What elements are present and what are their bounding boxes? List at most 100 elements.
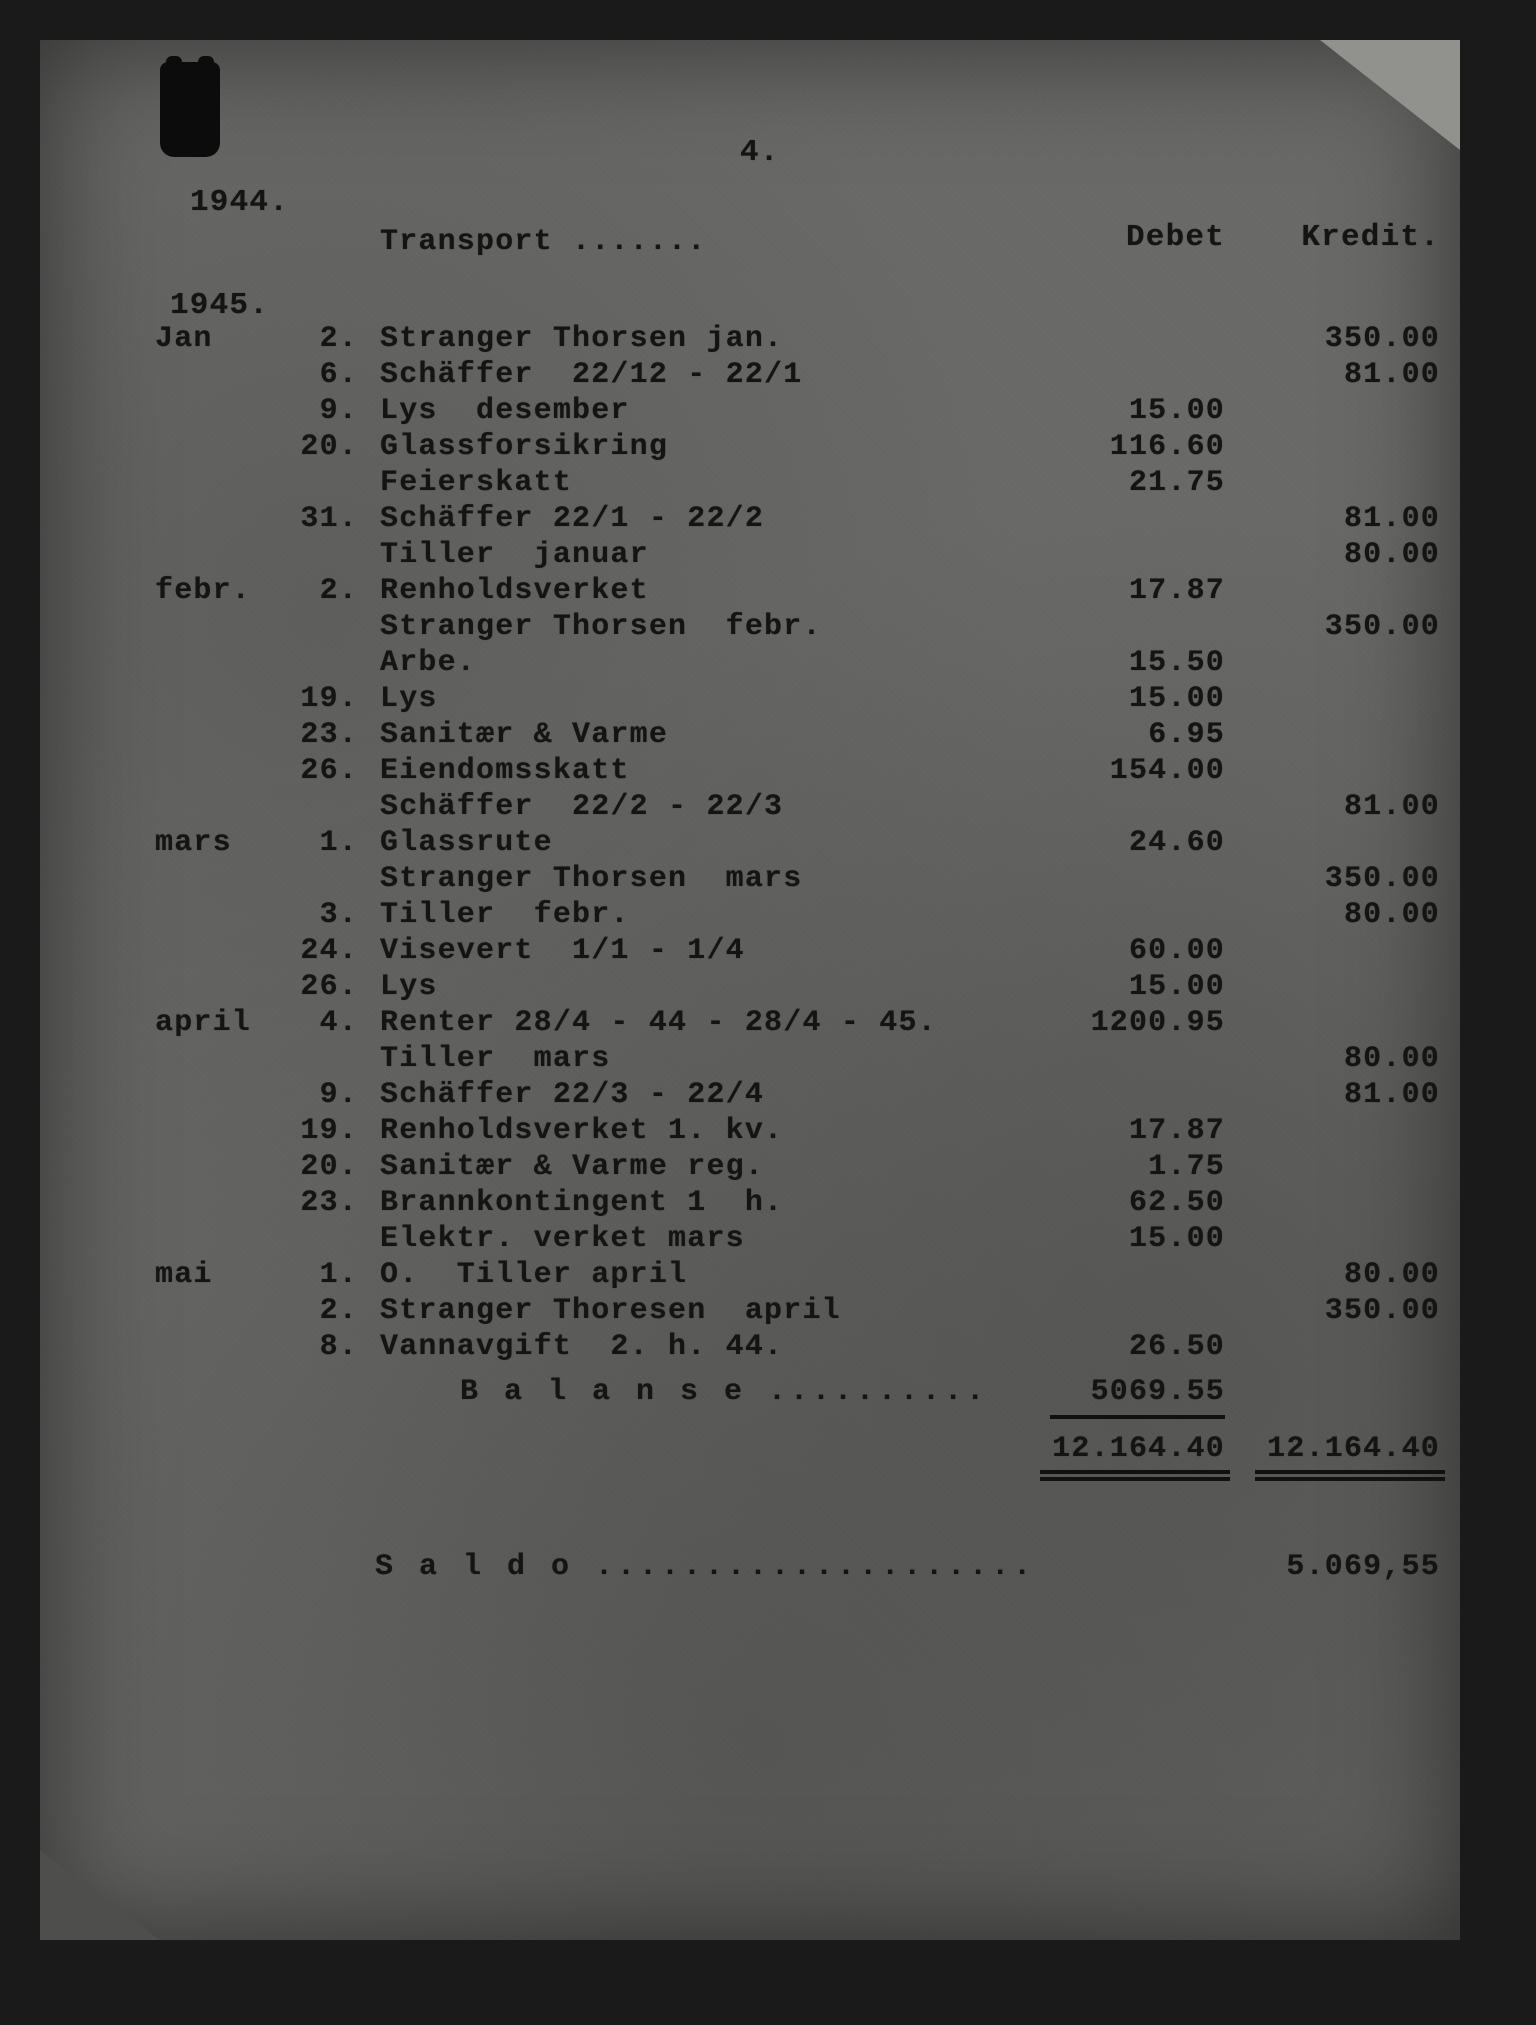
rule-total-kredit [1255, 1470, 1445, 1474]
entry-description: Sanitær & Varme reg. [380, 1150, 764, 1184]
balance-debet: 5069.55 [1045, 1375, 1225, 1409]
day-number: 9. [298, 1078, 358, 1112]
entry-description: Tiller mars [380, 1042, 610, 1076]
entry-description: Tiller febr. [380, 898, 630, 932]
entry-description: Sanitær & Varme [380, 718, 668, 752]
month-label: april [155, 1006, 251, 1040]
kredit-amount: 80.00 [1260, 898, 1440, 932]
page-number: 4. [740, 135, 780, 170]
day-number: 23. [298, 718, 358, 752]
kredit-amount: 350.00 [1260, 322, 1440, 356]
entry-description: Arbe. [380, 646, 476, 680]
day-number: 4. [298, 1006, 358, 1040]
month-label: febr. [155, 574, 251, 608]
day-number: 23. [298, 1186, 358, 1220]
debet-amount: 60.00 [1045, 934, 1225, 968]
day-number: 19. [298, 1114, 358, 1148]
debet-amount: 15.00 [1045, 394, 1225, 428]
rule-balance-debet [1050, 1415, 1225, 1419]
day-number: 6. [298, 358, 358, 392]
day-number: 19. [298, 682, 358, 716]
debet-amount: 15.00 [1045, 970, 1225, 1004]
entry-description: Brannkontingent 1 h. [380, 1186, 783, 1220]
debet-amount: 6.95 [1045, 718, 1225, 752]
entry-description: Lys [380, 970, 438, 1004]
entry-description: Elektr. verket mars [380, 1222, 745, 1256]
day-number: 3. [298, 898, 358, 932]
debet-amount: 21.75 [1045, 466, 1225, 500]
entry-description: Vannavgift 2. h. 44. [380, 1330, 783, 1364]
entry-description: Schäffer 22/2 - 22/3 [380, 790, 783, 824]
day-number: 2. [298, 1294, 358, 1328]
entry-description: Lys desember [380, 394, 630, 428]
kredit-amount: 80.00 [1260, 538, 1440, 572]
month-label: mai [155, 1258, 213, 1292]
scanned-page: 4. 1944. Debet Kredit. Transport .......… [40, 40, 1460, 1940]
kredit-amount: 81.00 [1260, 1078, 1440, 1112]
entry-description: O. Tiller april [380, 1258, 687, 1292]
month-label: mars [155, 826, 232, 860]
day-number: 9. [298, 394, 358, 428]
kredit-amount: 350.00 [1260, 862, 1440, 896]
day-number: 1. [298, 826, 358, 860]
debet-amount: 15.00 [1045, 1222, 1225, 1256]
entry-description: Glassrute [380, 826, 553, 860]
debet-amount: 17.87 [1045, 574, 1225, 608]
month-label: Jan [155, 322, 213, 356]
dog-ear-top-right [1320, 40, 1460, 150]
day-number: 8. [298, 1330, 358, 1364]
debet-amount: 17.87 [1045, 1114, 1225, 1148]
entry-description: Schäffer 22/3 - 22/4 [380, 1078, 764, 1112]
day-number: 31. [298, 502, 358, 536]
total-kredit: 12.164.40 [1260, 1432, 1440, 1466]
day-number: 26. [298, 754, 358, 788]
transport-label: Transport ....... [380, 225, 706, 259]
day-number: 2. [298, 322, 358, 356]
kredit-amount: 81.00 [1260, 790, 1440, 824]
entry-description: Renter 28/4 - 44 - 28/4 - 45. [380, 1006, 937, 1040]
entry-description: Stranger Thoresen april [380, 1294, 841, 1328]
debet-amount: 154.00 [1045, 754, 1225, 788]
debet-amount: 116.60 [1045, 430, 1225, 464]
debet-amount: 15.00 [1045, 682, 1225, 716]
debet-amount: 24.60 [1045, 826, 1225, 860]
entry-description: Stranger Thorsen febr. [380, 610, 822, 644]
entry-description: Feierskatt [380, 466, 572, 500]
day-number: 26. [298, 970, 358, 1004]
entry-description: Stranger Thorsen jan. [380, 322, 783, 356]
kredit-amount: 350.00 [1260, 610, 1440, 644]
entry-description: Tiller januar [380, 538, 649, 572]
debet-amount: 1200.95 [1045, 1006, 1225, 1040]
day-number: 20. [298, 430, 358, 464]
header-kredit: Kredit. [40, 185, 119, 290]
debet-amount: 26.50 [1045, 1330, 1225, 1364]
entry-description: Renholdsverket [380, 574, 649, 608]
day-number: 2. [298, 574, 358, 608]
kredit-amount: 80.00 [1260, 1042, 1440, 1076]
saldo-value: 5.069,55 [1260, 1550, 1440, 1584]
kredit-amount: 350.00 [1260, 1294, 1440, 1328]
entry-description: Renholdsverket 1. kv. [380, 1114, 783, 1148]
entry-description: Glassforsikring [380, 430, 668, 464]
entry-description: Eiendomsskatt [380, 754, 630, 788]
saldo-label: S a l d o .................... [375, 1550, 1035, 1584]
kredit-amount: 81.00 [1260, 358, 1440, 392]
entry-description: Lys [380, 682, 438, 716]
day-number: 20. [298, 1150, 358, 1184]
entry-description: Visevert 1/1 - 1/4 [380, 934, 745, 968]
total-debet: 12.164.40 [1045, 1432, 1225, 1466]
kredit-amount: 81.00 [1260, 502, 1440, 536]
entry-description: Schäffer 22/1 - 22/2 [380, 502, 764, 536]
entry-description: Schäffer 22/12 - 22/1 [380, 358, 802, 392]
debet-amount: 15.50 [1045, 646, 1225, 680]
debet-amount: 62.50 [1045, 1186, 1225, 1220]
balance-label: B a l a n s e .......... [460, 1375, 988, 1409]
dog-ear-bottom-left [40, 1850, 160, 1940]
year-1945: 1945. [170, 288, 269, 323]
day-number: 24. [298, 934, 358, 968]
debet-amount: 1.75 [1045, 1150, 1225, 1184]
rule-total-debet [1040, 1470, 1230, 1474]
binder-clip [160, 62, 220, 157]
entry-description: Stranger Thorsen mars [380, 862, 802, 896]
kredit-amount: 80.00 [1260, 1258, 1440, 1292]
